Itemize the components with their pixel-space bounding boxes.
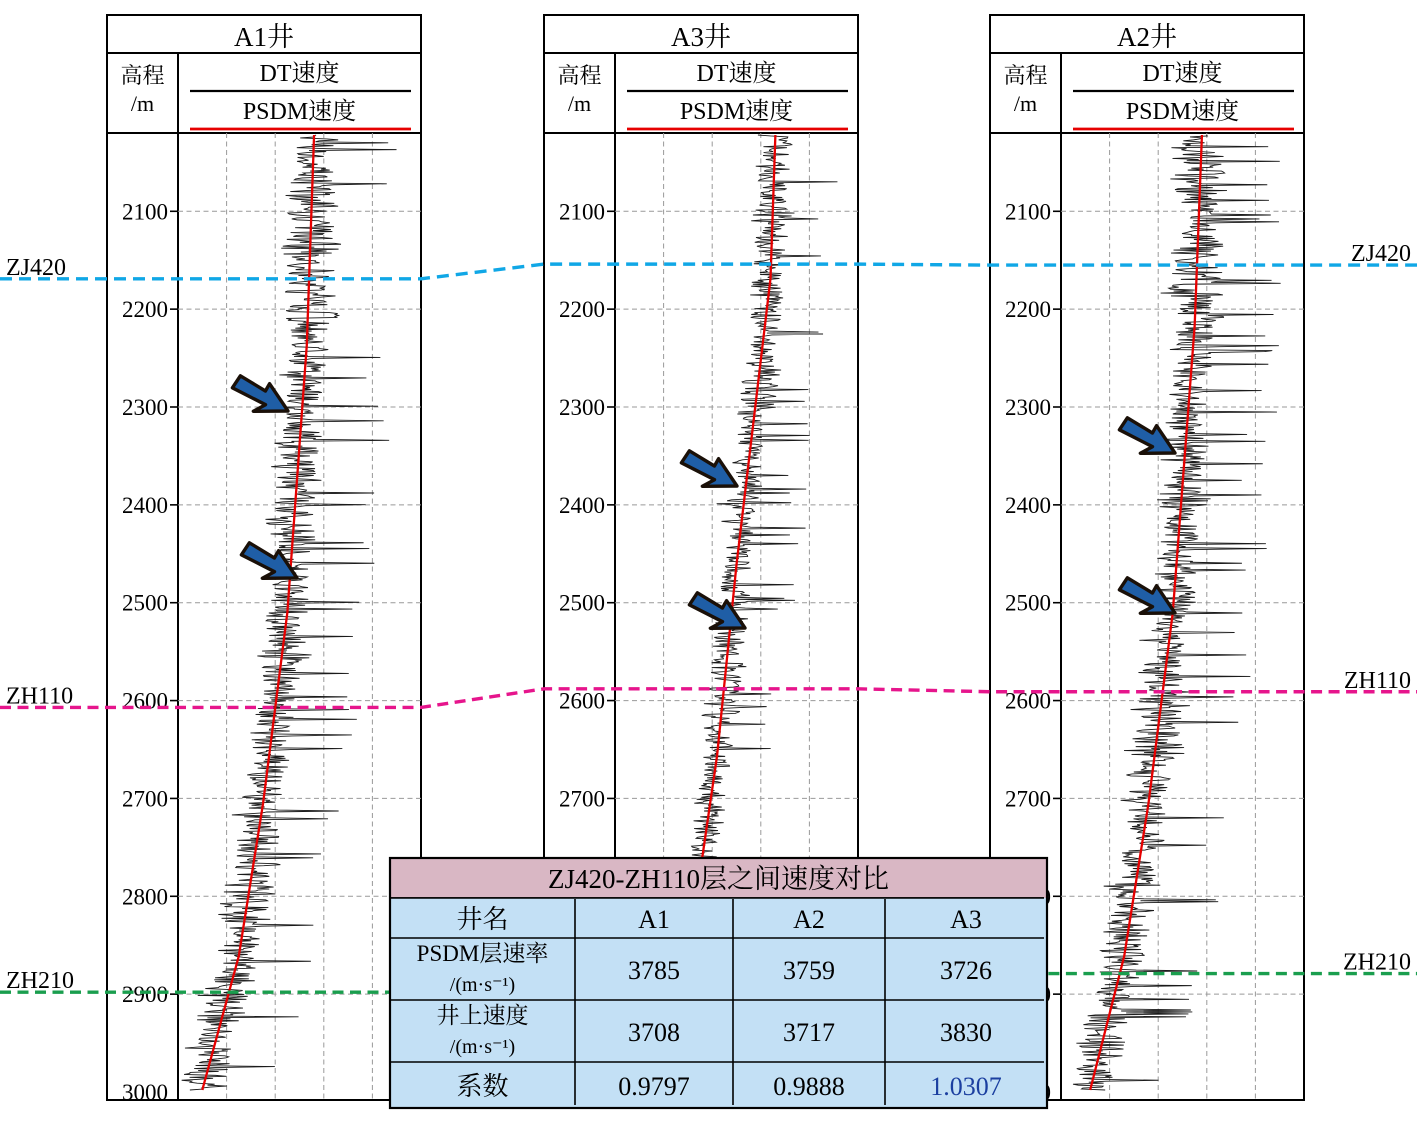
svg-text:2600: 2600: [1005, 689, 1051, 714]
svg-text:A3: A3: [950, 905, 982, 934]
svg-text:ZJ420-ZH110层之间速度对比: ZJ420-ZH110层之间速度对比: [548, 864, 889, 894]
svg-text:3759: 3759: [783, 956, 835, 985]
svg-text:0.9797: 0.9797: [618, 1072, 690, 1101]
svg-text:2500: 2500: [1005, 591, 1051, 616]
svg-text:ZJ420: ZJ420: [6, 255, 66, 281]
svg-text:2300: 2300: [559, 395, 605, 420]
svg-text:井名: 井名: [456, 905, 508, 934]
svg-text:ZH110: ZH110: [1344, 668, 1411, 694]
svg-text:高程: 高程: [120, 63, 164, 88]
svg-text:井上速度: 井上速度: [437, 1003, 529, 1028]
svg-text:A2: A2: [793, 905, 825, 934]
svg-text:高程: 高程: [1003, 63, 1047, 88]
svg-text:2700: 2700: [122, 786, 168, 811]
svg-text:2500: 2500: [559, 591, 605, 616]
svg-text:2400: 2400: [1005, 493, 1051, 518]
svg-text:PSDM速度: PSDM速度: [1126, 98, 1239, 125]
svg-text:2600: 2600: [559, 689, 605, 714]
svg-text:2400: 2400: [122, 493, 168, 518]
svg-text:PSDM速度: PSDM速度: [680, 98, 793, 125]
svg-text:2600: 2600: [122, 689, 168, 714]
svg-text:3785: 3785: [628, 956, 680, 985]
svg-text:3000: 3000: [122, 1080, 168, 1105]
svg-text:2300: 2300: [1005, 395, 1051, 420]
svg-text:3717: 3717: [783, 1018, 835, 1047]
svg-text:/m: /m: [568, 91, 591, 116]
svg-text:A1: A1: [638, 905, 670, 934]
svg-text:ZJ420: ZJ420: [1351, 241, 1411, 267]
svg-text:DT速度: DT速度: [260, 60, 340, 87]
svg-text:2700: 2700: [1005, 786, 1051, 811]
svg-text:DT速度: DT速度: [697, 60, 777, 87]
svg-text:PSDM层速率: PSDM层速率: [417, 941, 549, 966]
svg-text:2800: 2800: [122, 884, 168, 909]
svg-text:A1井: A1井: [234, 22, 294, 52]
svg-text:2200: 2200: [1005, 297, 1051, 322]
svg-text:0.9888: 0.9888: [773, 1072, 845, 1101]
svg-text:2900: 2900: [122, 982, 168, 1007]
svg-text:2100: 2100: [559, 199, 605, 224]
svg-text:A3井: A3井: [671, 22, 731, 52]
svg-text:2100: 2100: [122, 199, 168, 224]
svg-text:/m: /m: [131, 91, 154, 116]
svg-text:3726: 3726: [940, 956, 992, 985]
svg-text:1.0307: 1.0307: [930, 1072, 1002, 1101]
svg-text:ZH210: ZH210: [1343, 950, 1411, 976]
svg-text:2300: 2300: [122, 395, 168, 420]
svg-text:A2井: A2井: [1117, 22, 1177, 52]
svg-text:PSDM速度: PSDM速度: [243, 98, 356, 125]
svg-text:2400: 2400: [559, 493, 605, 518]
svg-text:3708: 3708: [628, 1018, 680, 1047]
svg-text:2200: 2200: [559, 297, 605, 322]
svg-text:高程: 高程: [557, 63, 601, 88]
svg-text:ZH210: ZH210: [6, 968, 74, 994]
svg-text:/(m·s⁻¹): /(m·s⁻¹): [450, 974, 515, 996]
svg-text:ZH110: ZH110: [6, 683, 73, 709]
svg-text:2100: 2100: [1005, 199, 1051, 224]
svg-text:DT速度: DT速度: [1143, 60, 1223, 87]
svg-text:2500: 2500: [122, 591, 168, 616]
svg-text:/m: /m: [1014, 91, 1037, 116]
svg-text:2700: 2700: [559, 786, 605, 811]
svg-text:系数: 系数: [456, 1072, 508, 1101]
svg-text:2200: 2200: [122, 297, 168, 322]
svg-text:3830: 3830: [940, 1018, 992, 1047]
svg-text:/(m·s⁻¹): /(m·s⁻¹): [450, 1036, 515, 1058]
